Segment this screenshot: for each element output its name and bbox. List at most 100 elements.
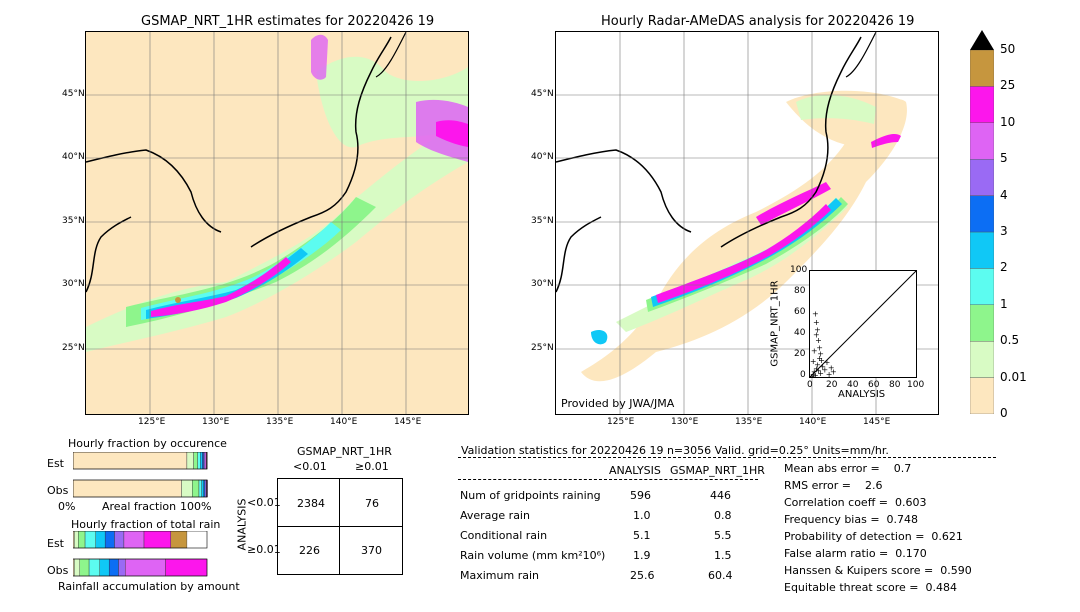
scatter-point: + xyxy=(813,318,820,327)
stat-gsmap-average: 0.8 xyxy=(714,509,732,522)
score-rmse: RMS error = 2.6 xyxy=(784,479,883,492)
scatter-x-tick-20: 20 xyxy=(826,380,838,390)
fraction-segment xyxy=(197,452,201,470)
colorbar-swatch xyxy=(970,304,994,342)
fraction-segment xyxy=(143,531,172,549)
contingency-grid: 2384 76 226 370 xyxy=(277,478,403,575)
stat-gsmap-maximum: 60.4 xyxy=(708,569,733,582)
occurrence-row-obs: Obs xyxy=(47,484,69,497)
scatter-point: + xyxy=(819,362,826,371)
occurrence-axis-mid: Areal fraction xyxy=(102,500,177,513)
scatter-point: + xyxy=(812,309,819,318)
scatter-point: + xyxy=(814,360,821,369)
colorbar-tick-label: 0.5 xyxy=(1000,333,1020,348)
fraction-segment xyxy=(79,558,90,577)
stat-label-conditional: Conditional rain xyxy=(460,529,548,542)
score-corr: Correlation coeff = 0.603 xyxy=(784,496,927,509)
scatter-y-label: GSMAP_NRT_1HR xyxy=(769,280,781,367)
left-map xyxy=(85,31,469,415)
occurrence-axis-left: 0% xyxy=(58,500,76,513)
validation-column-rule xyxy=(458,479,758,480)
right-map-title: Hourly Radar-AMeDAS analysis for 2022042… xyxy=(601,14,915,29)
colorbar-tick-label: 3 xyxy=(1000,224,1008,238)
colorbar-tick-label: 5 xyxy=(1000,151,1008,166)
fraction-segment xyxy=(201,479,204,498)
scatter-point: + xyxy=(817,350,824,359)
left-lon-label-125: 125°E xyxy=(138,417,166,427)
right-lat-label-30: 30°N xyxy=(531,279,554,289)
colorbar-swatch xyxy=(970,231,994,269)
fraction-segment xyxy=(78,531,86,549)
scatter-point: + xyxy=(810,370,817,377)
stat-analysis-average: 1.0 xyxy=(633,509,651,522)
contingency-cell-tp: 370 xyxy=(361,544,382,557)
contingency-col-ge: ≥0.01 xyxy=(355,460,389,473)
fraction-segment xyxy=(192,479,200,498)
colorbar-swatches xyxy=(970,30,994,414)
colorbar-extend-triangle xyxy=(970,30,994,50)
scatter-x-tick-60: 60 xyxy=(868,380,880,390)
validation-col-gsmap: GSMAP_NRT_1HR xyxy=(670,464,765,477)
colorbar-swatch xyxy=(970,268,994,305)
left-lat-label-45: 45°N xyxy=(62,89,85,99)
fraction-segment xyxy=(193,452,198,470)
colorbar-tick-label: 25 xyxy=(1000,78,1016,93)
total-rain-row-obs: Obs xyxy=(47,564,69,577)
stat-analysis-volume: 1.9 xyxy=(633,549,651,562)
validation-header-rule xyxy=(458,457,996,458)
colorbar-tick-label: 4 xyxy=(1000,187,1008,202)
scatter-point: + xyxy=(810,357,817,366)
contingency-col-lt: <0.01 xyxy=(293,460,327,473)
fraction-segment xyxy=(95,531,106,549)
scatter-point: + xyxy=(830,368,837,377)
scatter-x-tick-40: 40 xyxy=(847,380,859,390)
scatter-inset: + + + + + + + + + + + + + + + + + + + + + + + + + xyxy=(809,270,917,378)
right-lat-label-40: 40°N xyxy=(531,152,554,162)
fraction-segment xyxy=(198,479,202,498)
right-lon-label-125: 125°E xyxy=(607,417,635,427)
validation-header: Validation statistics for 20220426 19 n=… xyxy=(461,444,889,457)
stat-label-gridpoints: Num of gridpoints raining xyxy=(460,489,601,502)
fraction-segment xyxy=(84,531,96,549)
fraction-segment xyxy=(123,531,145,549)
scatter-point: + xyxy=(813,331,820,340)
scatter-x-tick-100: 100 xyxy=(907,380,925,390)
fraction-segment xyxy=(181,479,193,498)
stat-gsmap-conditional: 5.5 xyxy=(714,529,732,542)
fraction-segment xyxy=(170,531,188,549)
scatter-y-tick-0: 0 xyxy=(800,370,806,380)
colorbar-tick-label: 0.01 xyxy=(1000,369,1027,384)
colorbar xyxy=(970,30,994,414)
scatter-x-tick-80: 80 xyxy=(889,380,901,390)
right-lat-label-25: 25°N xyxy=(531,343,554,353)
scatter-point: + xyxy=(811,368,818,377)
colorbar-tick-label: 10 xyxy=(1000,114,1016,129)
right-lat-label-45: 45°N xyxy=(531,89,554,99)
left-lon-label-140: 140°E xyxy=(330,417,358,427)
scatter-point: + xyxy=(826,370,833,377)
scatter-point: + xyxy=(821,366,828,375)
occurrence-axis-right: 100% xyxy=(180,500,212,513)
fraction-segment xyxy=(73,479,182,498)
scatter-point: + xyxy=(813,365,820,374)
scatter-point: + xyxy=(817,369,824,377)
fraction-segment xyxy=(104,531,115,549)
right-lon-label-140: 140°E xyxy=(799,417,827,427)
contingency-title: GSMAP_NRT_1HR xyxy=(297,445,392,458)
left-lat-label-35: 35°N xyxy=(62,216,85,226)
scatter-x-tick-0: 0 xyxy=(807,380,813,390)
colorbar-swatch xyxy=(970,158,994,196)
fraction-bar-outline xyxy=(73,531,208,549)
fraction-segment xyxy=(165,558,208,577)
occurrence-title: Hourly fraction by occurence xyxy=(68,437,227,450)
scatter-point: + xyxy=(816,354,823,363)
score-ets: Equitable threat score = 0.484 xyxy=(784,581,957,594)
left-map-canvas xyxy=(86,32,468,414)
right-lon-label-135: 135°E xyxy=(735,417,763,427)
fraction-segment xyxy=(202,452,204,470)
scatter-y-tick-20: 20 xyxy=(794,349,806,359)
left-map-title: GSMAP_NRT_1HR estimates for 20220426 19 xyxy=(141,14,435,29)
stat-analysis-maximum: 25.6 xyxy=(630,569,655,582)
contingency-cell-fp: 76 xyxy=(365,497,379,510)
score-freq-bias: Frequency bias = 0.748 xyxy=(784,513,919,526)
